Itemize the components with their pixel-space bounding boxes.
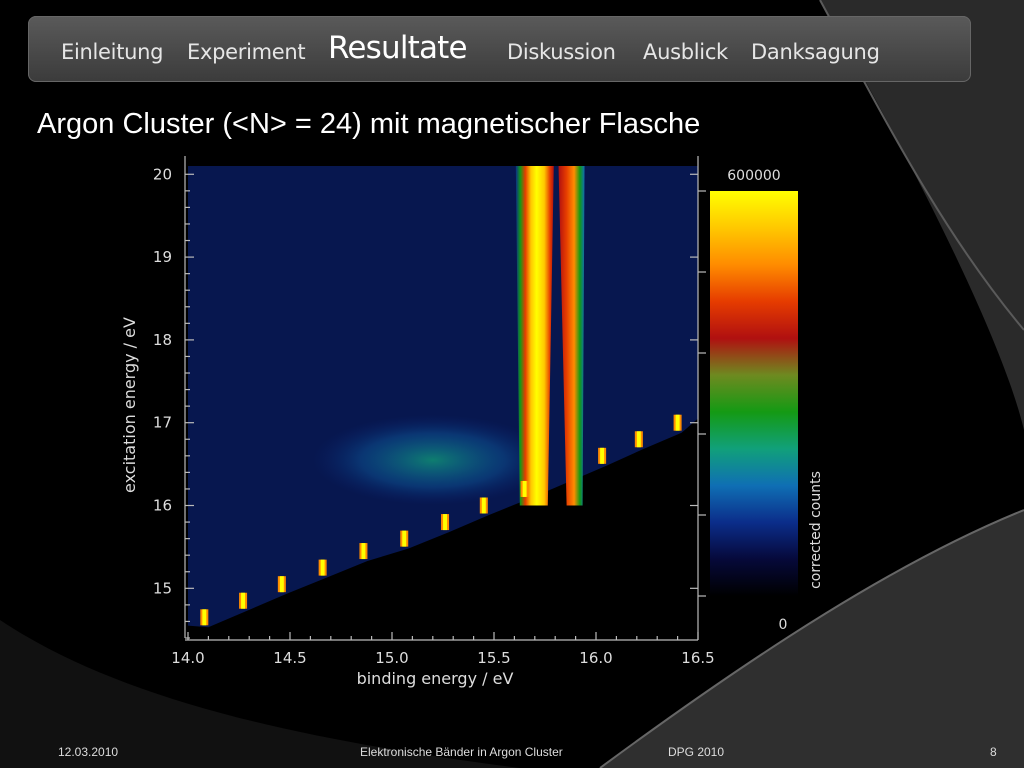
y-axis-label: excitation energy / eV bbox=[120, 317, 139, 493]
heatmap-background bbox=[188, 166, 698, 628]
x-tick-label: 14.5 bbox=[273, 649, 306, 667]
nav-item-ausblick[interactable]: Ausblick bbox=[643, 40, 728, 64]
atomic-line-marker bbox=[520, 480, 529, 497]
colorbar-max-label: 600000 bbox=[727, 168, 780, 184]
footer-page-number: 8 bbox=[990, 745, 997, 759]
atomic-line-marker bbox=[479, 497, 488, 514]
x-tick-label: 15.5 bbox=[477, 649, 510, 667]
section-navigation-bar: Einleitung Experiment Resultate Diskussi… bbox=[28, 16, 971, 82]
nav-item-einleitung[interactable]: Einleitung bbox=[61, 40, 164, 64]
x-tick-label: 16.5 bbox=[681, 649, 714, 667]
y-tick-label: 18 bbox=[153, 331, 172, 349]
y-tick-label: 15 bbox=[153, 579, 172, 597]
atomic-line-marker bbox=[598, 447, 607, 464]
heatmap-area bbox=[188, 166, 698, 628]
atomic-line-marker bbox=[359, 543, 368, 560]
footer-event: DPG 2010 bbox=[668, 745, 725, 759]
atomic-line-marker bbox=[634, 431, 643, 448]
atomic-line-marker bbox=[400, 530, 409, 547]
y-tick-label: 20 bbox=[153, 165, 172, 183]
atomic-line-marker bbox=[200, 609, 209, 626]
x-tick-label: 14.0 bbox=[171, 649, 204, 667]
nav-item-resultate[interactable]: Resultate bbox=[328, 30, 468, 66]
heatmap-glow bbox=[312, 414, 553, 505]
y-tick-label: 19 bbox=[153, 248, 172, 266]
colorbar-label: corrected counts bbox=[808, 471, 820, 589]
slide-title: Argon Cluster (<N> = 24) mit magnetische… bbox=[37, 108, 701, 140]
x-tick-label: 15.0 bbox=[375, 649, 408, 667]
y-tick-label: 17 bbox=[153, 414, 172, 432]
axes: 15 16 17 18 19 20 14.0 14.5 15.0 15.5 16.0 16.5 bbox=[153, 156, 715, 667]
x-axis-label: binding energy / eV bbox=[357, 669, 514, 688]
heatmap-chart: 15 16 17 18 19 20 14.0 14.5 15.0 15.5 16.0 16.5 600… bbox=[120, 156, 820, 688]
colorbar-min-label: 0 bbox=[779, 617, 788, 633]
footer-date: 12.03.2010 bbox=[58, 745, 119, 759]
footer-title: Elektronische Bänder in Argon Cluster bbox=[360, 745, 563, 759]
colorbar-scale bbox=[710, 191, 798, 596]
band-1 bbox=[515, 166, 554, 506]
x-tick-label: 16.0 bbox=[579, 649, 612, 667]
nav-item-danksagung[interactable]: Danksagung bbox=[751, 40, 880, 64]
colorbar: 600000 0 corrected counts bbox=[710, 168, 820, 633]
y-tick-label: 16 bbox=[153, 497, 172, 515]
atomic-line-marker bbox=[441, 514, 450, 531]
nav-item-experiment[interactable]: Experiment bbox=[187, 40, 306, 64]
atomic-line-marker bbox=[318, 559, 327, 576]
band-2 bbox=[558, 166, 585, 506]
nav-item-diskussion[interactable]: Diskussion bbox=[507, 40, 616, 64]
atomic-line-marker bbox=[239, 592, 248, 609]
atomic-line-marker bbox=[277, 576, 286, 593]
atomic-line-marker bbox=[673, 414, 682, 431]
atomic-lines-layer bbox=[200, 414, 682, 626]
bands-layer bbox=[515, 166, 585, 506]
